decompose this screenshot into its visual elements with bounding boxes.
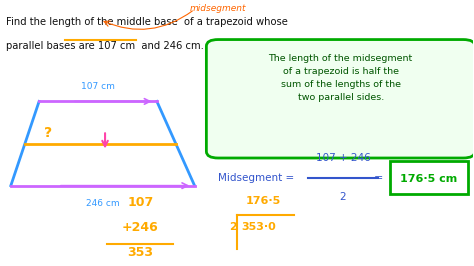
Text: =: = [374,173,383,183]
Text: 353·0: 353·0 [242,222,276,232]
Text: Find the length of the middle base  of a trapezoid whose: Find the length of the middle base of a … [6,17,288,27]
Text: 107 + 246: 107 + 246 [316,153,370,163]
Text: midsegment: midsegment [190,4,246,13]
Text: 2: 2 [229,222,237,232]
Text: 353: 353 [128,246,154,259]
FancyBboxPatch shape [390,161,468,194]
Text: parallel bases are 107 cm  and 246 cm.: parallel bases are 107 cm and 246 cm. [6,41,204,51]
Text: 2: 2 [340,193,346,202]
Text: 107: 107 [128,196,154,209]
Text: The length of the midsegment
of a trapezoid is half the
sum of the lengths of th: The length of the midsegment of a trapez… [269,54,413,102]
Text: Midsegment =: Midsegment = [218,173,294,183]
Text: 176·5 cm: 176·5 cm [401,174,458,184]
Text: 107 cm: 107 cm [81,82,115,91]
Text: ?: ? [45,126,53,140]
FancyBboxPatch shape [206,40,474,158]
Text: 176·5: 176·5 [245,196,281,206]
Text: +246: +246 [122,221,159,234]
Text: 246 cm: 246 cm [86,199,119,208]
